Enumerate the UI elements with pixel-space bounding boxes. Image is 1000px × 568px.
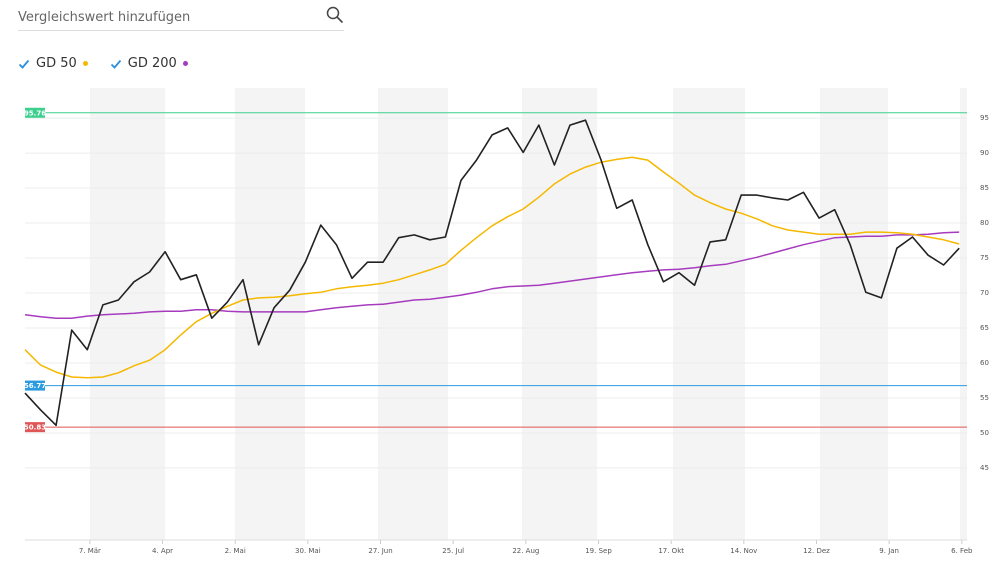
series-line [24,231,960,319]
y-tick-label: 85 [980,184,989,192]
legend: GD 50 GD 200 [18,56,188,71]
y-tick-label: 55 [980,394,989,402]
level-tag [25,422,45,433]
band [522,88,597,540]
x-tick-label: 17. Okt [658,547,684,555]
legend-label: GD 200 [127,56,177,71]
y-tick-label: 90 [980,149,989,157]
search-box[interactable]: Vergleichswert hinzufügen [18,4,344,31]
checkbox[interactable] [18,58,30,70]
y-tick-label: 65 [980,324,989,332]
x-tick-label: 19. Sep [585,547,612,555]
series-line [24,119,960,427]
band [378,88,448,540]
legend-item[interactable]: GD 200 [110,56,188,71]
legend-label: GD 50 [36,56,77,71]
search-placeholder: Vergleichswert hinzufügen [18,10,191,25]
x-tick-label: 14. Nov [730,547,757,555]
legend-item[interactable]: GD 50 [18,56,88,71]
legend-dot [82,61,88,66]
search-icon[interactable] [326,6,344,24]
band [235,88,305,540]
x-tick-label: 9. Jan [879,547,899,555]
band [960,88,967,540]
x-tick-label: 2. Mai [225,547,246,555]
series-line [24,156,960,379]
band [820,88,888,540]
level-label: 56.77 [24,382,46,390]
y-tick-label: 60 [980,359,989,367]
y-tick-label: 80 [980,219,989,227]
y-tick-label: 70 [980,289,989,297]
y-tick-label: 95 [980,114,989,122]
level-tag [25,107,45,118]
x-tick-label: 6. Feb [951,547,973,555]
x-tick-label: 12. Dez [803,547,830,555]
legend-dot [182,61,188,66]
level-label: 95.76 [24,109,46,117]
x-tick-label: 30. Mai [295,547,321,555]
level-label: 50.83 [24,424,46,432]
x-tick-label: 7. Mär [79,547,101,555]
x-tick-label: 4. Apr [152,547,173,555]
month-bands [90,88,967,540]
y-tick-label: 50 [980,429,989,437]
x-tick-label: 25. Jul [442,547,464,555]
band [673,88,745,540]
y-tick-label: 45 [980,464,989,472]
checkbox[interactable] [110,58,122,70]
level-tag [25,380,45,391]
y-tick-label: 75 [980,254,989,262]
x-tick-label: 27. Jun [368,547,392,555]
x-tick-label: 22. Aug [512,547,539,555]
